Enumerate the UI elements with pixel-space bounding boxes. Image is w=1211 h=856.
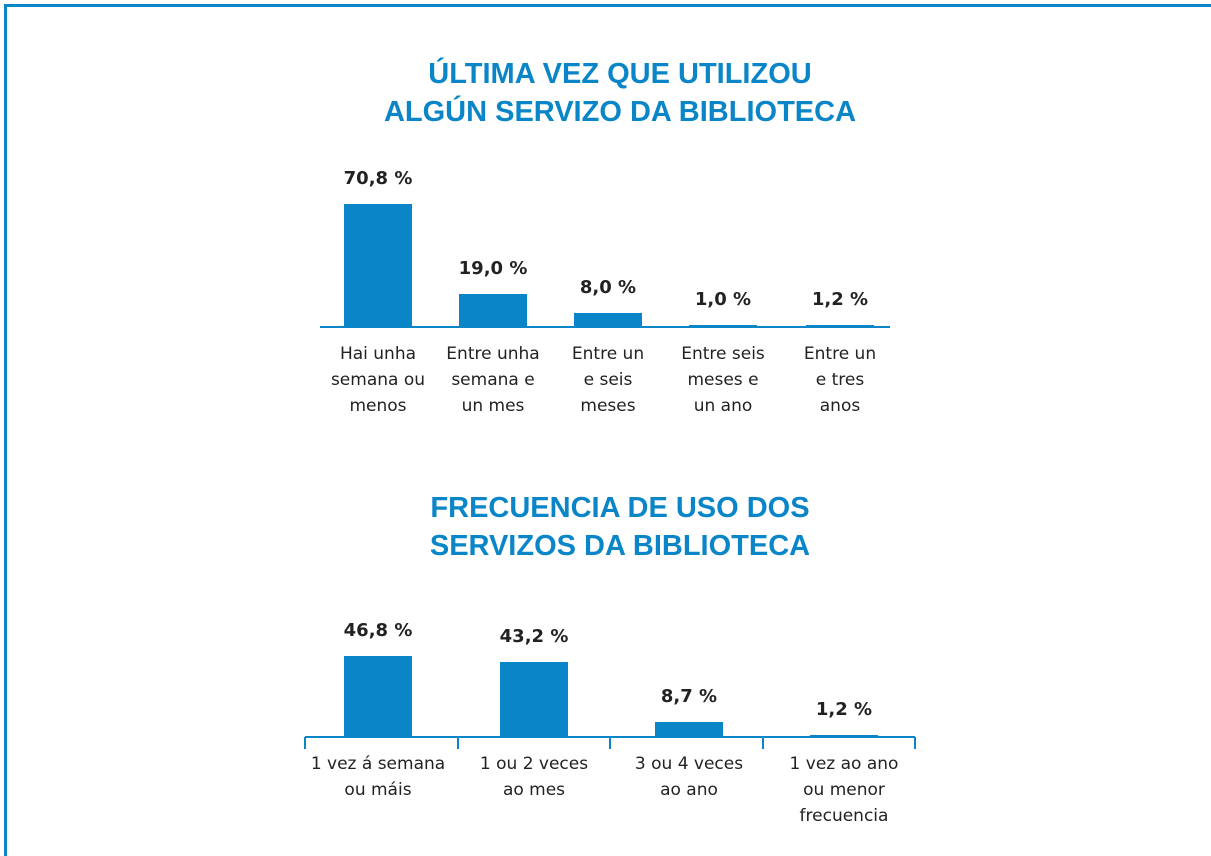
bar — [459, 294, 527, 327]
chart-title: FRECUENCIA DE USO DOS SERVIZOS DA BIBLIO… — [429, 492, 811, 562]
axis-tick — [761, 737, 764, 749]
bar — [655, 721, 723, 737]
chart-title: ÚLTIMA VEZ QUE UTILIZOU ALGÚN SERVIZO DA… — [383, 58, 857, 128]
category-label: 1 vez ao ano ou menor frecuencia — [789, 754, 899, 826]
category-label: Hai unha semana ou menos — [330, 344, 426, 416]
bar — [810, 734, 878, 737]
frame — [4, 4, 1211, 7]
axis-tick — [456, 737, 459, 749]
value-label: 1,2 % — [811, 288, 869, 310]
category-label: 1 vez á semana ou máis — [310, 754, 446, 800]
value-label: 8,0 % — [579, 277, 637, 299]
bar — [500, 662, 568, 737]
category-label: Entre un e tres anos — [803, 344, 877, 416]
bar — [344, 655, 412, 737]
bar — [574, 313, 642, 327]
value-label: 43,2 % — [499, 626, 569, 648]
value-label: 8,7 % — [660, 685, 718, 707]
value-label: 1,2 % — [815, 698, 873, 720]
category-label: Entre unha semana e un mes — [446, 344, 540, 416]
value-label: 46,8 % — [343, 619, 413, 641]
bar — [689, 325, 757, 327]
category-label: 3 ou 4 veces ao ano — [634, 754, 744, 800]
axis-line — [320, 326, 890, 328]
axis-tick — [609, 737, 611, 749]
bar — [344, 204, 412, 327]
axis-tick — [914, 737, 916, 749]
category-label: Entre seis meses e un ano — [681, 344, 765, 416]
axis-tick — [304, 737, 306, 749]
value-label: 1,0 % — [694, 289, 752, 311]
category-label: 1 ou 2 veces ao mes — [479, 754, 589, 800]
value-label: 70,8 % — [343, 168, 413, 190]
frame — [4, 4, 7, 856]
value-label: 19,0 % — [458, 258, 528, 280]
category-label: Entre un e seis meses — [571, 344, 645, 416]
bar — [806, 324, 874, 327]
